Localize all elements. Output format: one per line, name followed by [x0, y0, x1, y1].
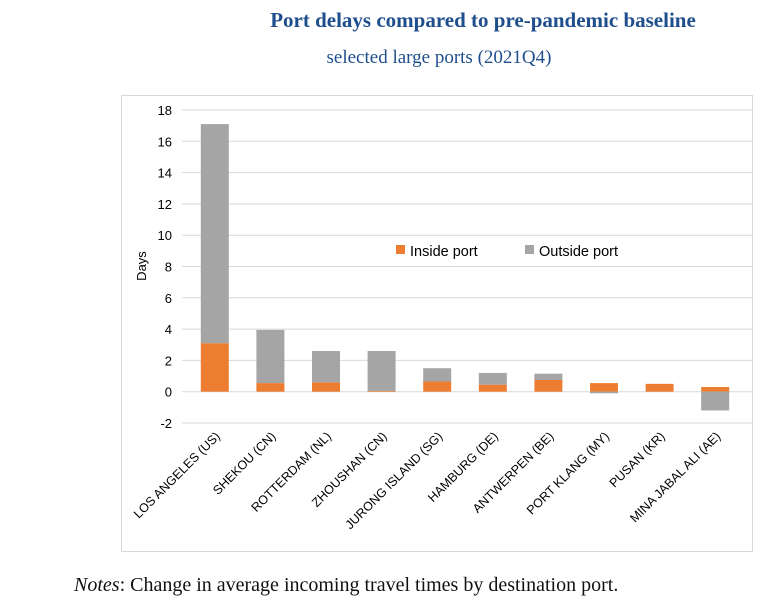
notes-label: Notes: [74, 574, 120, 596]
y-tick-label: 12: [158, 197, 172, 212]
legend: Inside port Outside port: [396, 244, 618, 260]
x-tick-label: MINA JABAL ALI (AE): [627, 429, 723, 525]
notes: Notes: Change in average incoming travel…: [74, 574, 618, 597]
y-tick-label: 6: [165, 291, 172, 306]
y-axis-label: Days: [134, 251, 149, 281]
bar-inside-port: [590, 383, 618, 392]
gridlines: [182, 109, 753, 424]
bar-inside-port: [645, 383, 674, 392]
bar-inside-port: [423, 381, 452, 392]
x-tick-label: PUSAN (KR): [607, 429, 668, 490]
chart-subtitle: selected large ports (2021Q4): [326, 47, 552, 68]
chart-frame: [121, 95, 753, 552]
chart-title: Port delays compared to pre-pandemic bas…: [270, 8, 696, 32]
y-tick-label: 8: [165, 260, 172, 275]
y-tick-label: 18: [158, 103, 172, 118]
bar-outside-port: [200, 124, 229, 344]
y-tick-label: 4: [165, 322, 172, 337]
bar-inside-port: [312, 382, 340, 392]
bar-inside-port: [256, 383, 285, 392]
bar-inside-port: [701, 387, 730, 392]
y-tick-label: 2: [165, 353, 172, 368]
bar-outside-port: [701, 391, 730, 411]
bar-outside-port: [256, 329, 285, 384]
bars: [200, 124, 730, 411]
y-tick-labels: -2 0 2 4 6 8 10 12 14 16 18: [158, 103, 172, 431]
bar-outside-port: [534, 373, 563, 380]
legend-label-outside-port: Outside port: [539, 244, 618, 260]
x-tick-label: LOS ANGELES (US): [131, 429, 223, 521]
y-tick-label: 10: [158, 228, 172, 243]
x-tick-labels: LOS ANGELES (US)SHEKOU (CN)ROTTERDAM (NL…: [131, 429, 723, 532]
y-tick-label: 14: [158, 166, 172, 181]
bar-inside-port: [367, 390, 396, 392]
notes-text: : Change in average incoming travel time…: [119, 574, 619, 596]
bar-outside-port: [423, 368, 452, 382]
bar-outside-port: [590, 391, 618, 394]
y-tick-label: -2: [160, 416, 172, 431]
bar-outside-port: [312, 351, 340, 383]
bar-outside-port: [367, 351, 396, 391]
bar-inside-port: [534, 379, 563, 392]
legend-swatch-inside-port: [396, 245, 405, 254]
bar-inside-port: [478, 384, 507, 392]
bar-inside-port: [200, 343, 229, 392]
bar-outside-port: [478, 372, 507, 385]
legend-swatch-outside-port: [525, 245, 534, 254]
y-tick-label: 0: [165, 385, 172, 400]
y-tick-label: 16: [158, 134, 172, 149]
x-tick-label: JURONG ISLAND (SG): [343, 429, 446, 532]
legend-label-inside-port: Inside port: [410, 244, 478, 260]
